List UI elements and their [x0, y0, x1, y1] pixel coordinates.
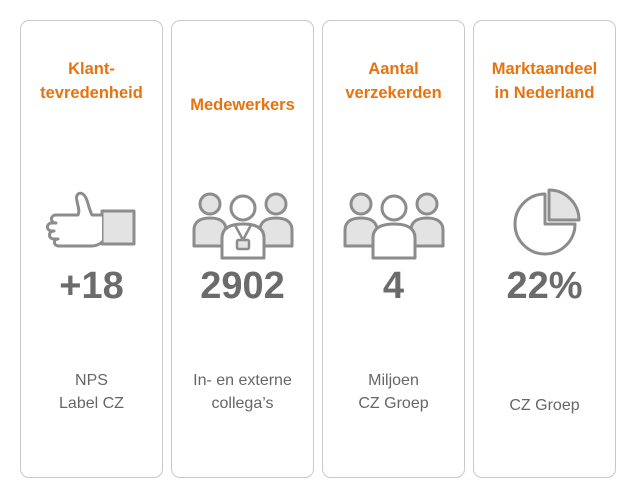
card-title: Klant- tevredenheid	[40, 60, 143, 102]
card-caption: In- en externe collega’s	[193, 372, 292, 412]
card-value: 2902	[200, 265, 285, 307]
employees-with-badge-icon	[172, 179, 313, 269]
card-value: 22%	[506, 265, 583, 307]
card-title: Marktaandeel in Nederland	[491, 60, 598, 102]
card-caption: NPS Label CZ	[59, 372, 124, 412]
card-title: Medewerkers	[190, 96, 295, 114]
card-insured: Aantal verzekerden 4 Miljoen CZ Groep	[322, 20, 465, 478]
people-group-icon	[323, 179, 464, 269]
card-value: +18	[59, 265, 124, 307]
card-caption: CZ Groep	[509, 397, 580, 414]
pie-chart-icon	[474, 179, 615, 269]
card-employees: Medewerkers 2902 In- en externe collega’…	[171, 20, 314, 478]
thumbs-up-icon	[21, 179, 162, 269]
card-title: Aantal verzekerden	[345, 60, 442, 102]
card-caption: Miljoen CZ Groep	[358, 372, 429, 412]
card-customer-satisfaction: Klant- tevredenheid +18 NPS Label CZ	[20, 20, 163, 478]
card-market-share: Marktaandeel in Nederland 22% CZ Groep	[473, 20, 616, 478]
card-value: 4	[382, 265, 405, 307]
